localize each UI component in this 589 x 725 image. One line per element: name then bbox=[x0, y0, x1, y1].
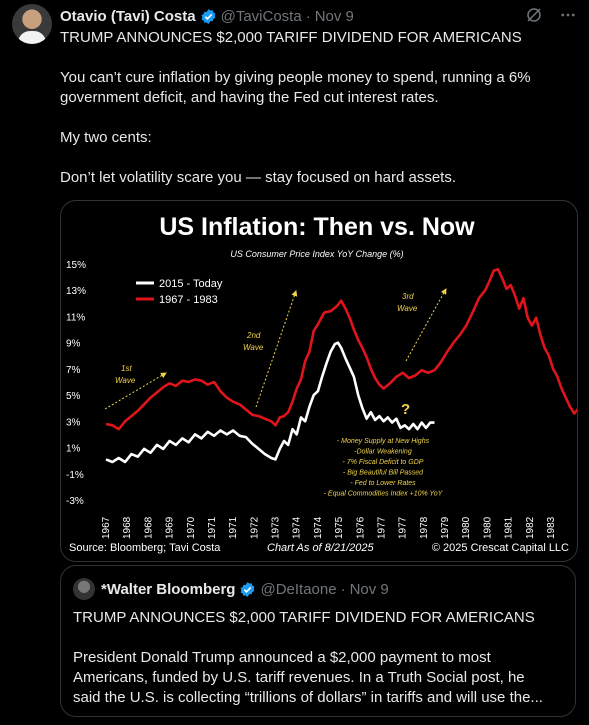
x-tick-label: 1976 bbox=[355, 516, 366, 539]
legend-entry: 2015 - Today bbox=[159, 278, 223, 290]
annotation-wave3: Wave bbox=[397, 304, 418, 313]
post-paragraph: TRUMP ANNOUNCES $2,000 TARIFF DIVIDEND F… bbox=[60, 29, 522, 46]
author-avatar[interactable] bbox=[12, 4, 52, 44]
y-tick-label: 13% bbox=[66, 286, 86, 297]
inflation-chart: US Inflation: Then vs. Now US Consumer P… bbox=[66, 213, 577, 554]
annotation-bullet: -Dollar Weakening bbox=[354, 449, 412, 456]
x-tick-label: 1968 bbox=[122, 516, 133, 539]
x-tick-label: 1977 bbox=[398, 516, 409, 539]
post-paragraph: Don’t let volatility scare you — stay fo… bbox=[60, 169, 457, 186]
x-tick-label: 1981 bbox=[504, 516, 515, 539]
x-tick-label: 1970 bbox=[186, 516, 197, 539]
post-date[interactable]: Nov 9 bbox=[314, 7, 354, 25]
x-tick-label: 1971 bbox=[207, 516, 218, 539]
quoted-post-header: *Walter Bloomberg @DeItaone · Nov 9 bbox=[73, 578, 389, 600]
series-line-recent bbox=[105, 341, 435, 464]
author-handle[interactable]: @TaviCosta bbox=[220, 7, 302, 25]
more-options-icon[interactable] bbox=[559, 6, 577, 24]
quoted-author-handle[interactable]: @DeItaone bbox=[260, 580, 337, 598]
y-tick-label: -1% bbox=[66, 470, 84, 481]
wave2-arrow bbox=[255, 290, 298, 408]
annotation-wave1: Wave bbox=[115, 376, 136, 385]
x-tick-label: 1973 bbox=[271, 516, 282, 539]
chart-subtitle: US Consumer Price Index YoY Change (%) bbox=[230, 249, 403, 259]
y-tick-label: 7% bbox=[66, 365, 81, 376]
x-tick-label: 1977 bbox=[376, 516, 387, 539]
legend-entry: 1967 - 1983 bbox=[159, 294, 218, 306]
x-tick-label: 1982 bbox=[525, 516, 536, 539]
x-tick-label: 1980 bbox=[461, 516, 472, 539]
chart-as-of: Chart As of 8/21/2025 bbox=[267, 542, 374, 554]
chart-image[interactable]: US Inflation: Then vs. Now US Consumer P… bbox=[60, 200, 578, 562]
x-tick-label: 1969 bbox=[165, 516, 176, 539]
quoted-author-name[interactable]: *Walter Bloomberg bbox=[101, 580, 236, 598]
chart-source: Source: Bloomberg; Tavi Costa bbox=[69, 542, 221, 554]
annotation-bullet: - Fed to Lower Rates bbox=[350, 480, 416, 487]
annotation-wave2: Wave bbox=[243, 343, 264, 352]
annotation-bullet: - Money Supply at New Highs bbox=[337, 438, 430, 445]
x-tick-label: 1974 bbox=[292, 516, 303, 539]
series-line-historical bbox=[105, 267, 577, 431]
x-tick-label: 1978 bbox=[419, 516, 430, 539]
grok-icon[interactable] bbox=[525, 6, 543, 24]
y-tick-label: -3% bbox=[66, 496, 84, 507]
x-tick-label: 1967 bbox=[101, 516, 112, 539]
quoted-author-avatar[interactable] bbox=[73, 578, 95, 600]
y-tick-label: 3% bbox=[66, 417, 81, 428]
x-tick-label: 1968 bbox=[143, 516, 154, 539]
x-tick-label: 1972 bbox=[249, 516, 260, 539]
x-tick-label: 1971 bbox=[228, 516, 239, 539]
quoted-paragraph-truncated: said the U.S. is collecting “trillions o… bbox=[73, 689, 543, 706]
y-tick-label: 11% bbox=[66, 312, 85, 323]
x-tick-label: 1980 bbox=[482, 516, 493, 539]
y-tick-label: 5% bbox=[66, 391, 81, 402]
verified-badge-icon bbox=[241, 581, 255, 597]
annotation-bullet: - 7% Fiscal Deficit to GDP bbox=[343, 459, 424, 466]
chart-copyright: © 2025 Crescat Capital LLC bbox=[432, 542, 569, 554]
post-paragraph: You can’t cure inflation by giving peopl… bbox=[60, 69, 531, 106]
separator-dot: · bbox=[340, 580, 346, 598]
x-tick-label: 1975 bbox=[334, 516, 345, 539]
author-name[interactable]: Otavio (Tavi) Costa bbox=[60, 7, 196, 25]
post-text: TRUMP ANNOUNCES $2,000 TARIFF DIVIDEND F… bbox=[60, 28, 580, 208]
quoted-post-text: TRUMP ANNOUNCES $2,000 TARIFF DIVIDEND F… bbox=[73, 608, 565, 708]
x-tick-label: 1979 bbox=[440, 516, 451, 539]
y-tick-label: 1% bbox=[66, 444, 81, 455]
x-tick-label: 1974 bbox=[313, 516, 324, 539]
wave3-arrow bbox=[405, 288, 447, 362]
y-tick-label: 9% bbox=[66, 339, 81, 350]
post-paragraph: My two cents: bbox=[60, 129, 152, 146]
x-tick-label: 1983 bbox=[546, 516, 557, 539]
quoted-paragraph: President Donald Trump announced a $2,00… bbox=[73, 649, 525, 686]
annotation-bullet: - Equal Commodities Index +10% YoY bbox=[324, 491, 444, 498]
quoted-paragraph: TRUMP ANNOUNCES $2,000 TARIFF DIVIDEND F… bbox=[73, 609, 535, 626]
y-tick-label: 15% bbox=[66, 260, 86, 271]
chart-title: US Inflation: Then vs. Now bbox=[159, 213, 475, 241]
annotation-wave3: 3rd bbox=[402, 292, 414, 301]
annotation-wave2: 2nd bbox=[246, 331, 261, 340]
chart-legend: 2015 - Today 1967 - 1983 bbox=[136, 278, 223, 306]
post-header: Otavio (Tavi) Costa @TaviCosta · Nov 9 bbox=[60, 5, 354, 27]
verified-badge-icon bbox=[201, 8, 215, 24]
annotation-wave1: 1st bbox=[121, 364, 132, 373]
question-mark: ? bbox=[401, 401, 410, 418]
annotation-bullet: - Big Beautiful Bill Passed bbox=[343, 470, 424, 477]
quoted-post[interactable]: *Walter Bloomberg @DeItaone · Nov 9 TRUM… bbox=[60, 565, 576, 717]
quoted-post-date[interactable]: Nov 9 bbox=[349, 580, 389, 598]
separator-dot: · bbox=[305, 7, 311, 25]
